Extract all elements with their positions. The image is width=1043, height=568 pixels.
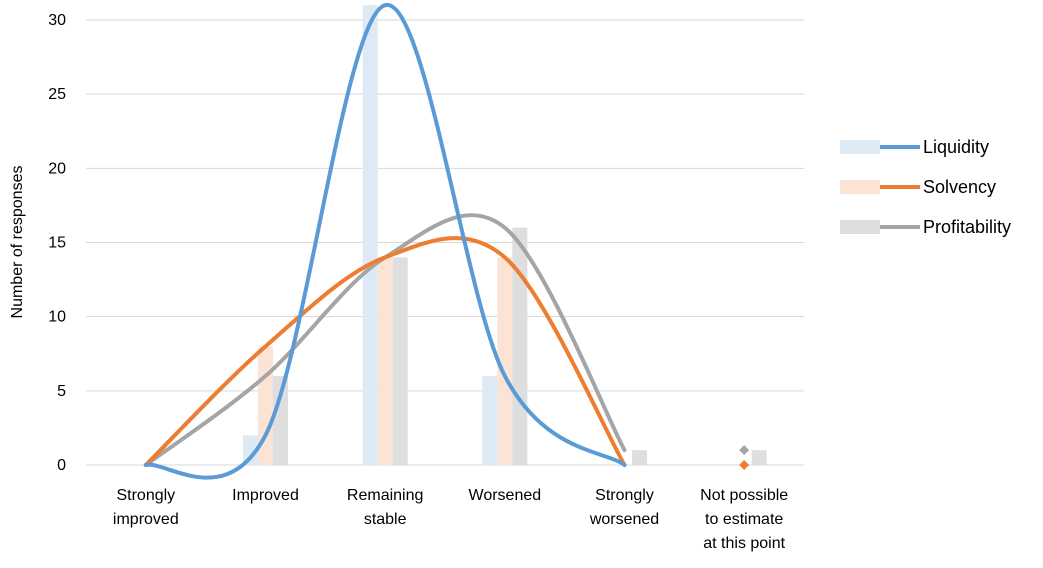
x-tick-label: Strongly	[595, 487, 654, 504]
marker-profitability	[739, 445, 750, 456]
bar-profitability	[273, 376, 288, 465]
x-tick-label: Strongly	[116, 487, 175, 504]
bar-profitability	[751, 450, 767, 465]
y-tick-label: 15	[48, 235, 66, 252]
x-category-labels: Strongly improved Improved Remaining stable W…	[113, 487, 788, 552]
x-tick-label: Remaining	[347, 487, 423, 504]
legend: Liquidity Solvency Profitability	[840, 137, 1011, 237]
bar-liquidity	[243, 435, 258, 465]
bar-profitability	[512, 227, 528, 465]
bar-profitability	[392, 257, 408, 465]
x-tick-label: improved	[113, 511, 179, 528]
y-tick-label: 30	[48, 12, 66, 29]
legend-swatch-bar	[840, 180, 880, 194]
x-tick-label: Worsened	[469, 487, 542, 504]
bar-solvency	[258, 346, 273, 465]
y-tick-label: 0	[57, 457, 66, 474]
bar-solvency	[377, 257, 393, 465]
bar-profitability	[632, 450, 647, 465]
legend-label: Liquidity	[923, 137, 989, 157]
line-liquidity	[143, 3, 627, 480]
bar-solvency	[497, 257, 513, 465]
x-tick-label: Not possible	[700, 487, 788, 504]
x-tick-label: Improved	[232, 487, 299, 504]
bars	[243, 5, 767, 466]
legend-swatch-bar	[840, 140, 880, 154]
legend-label: Solvency	[923, 177, 996, 197]
gridlines	[86, 19, 804, 466]
y-tick-label: 20	[48, 160, 66, 177]
bar-liquidity	[362, 5, 378, 466]
y-tick-label: 5	[57, 383, 66, 400]
bar-liquidity	[482, 376, 498, 465]
point-markers	[739, 445, 750, 470]
y-tick-labels: 0 5 10 15 20 25 30	[48, 12, 66, 474]
legend-swatch-bar	[840, 220, 880, 234]
line-solvency	[143, 236, 627, 467]
y-tick-label: 10	[48, 309, 66, 326]
x-tick-label: at this point	[703, 535, 785, 552]
marker-solvency	[739, 460, 750, 470]
x-tick-label: worsened	[589, 511, 659, 528]
x-tick-label: stable	[364, 511, 407, 528]
x-tick-label: to estimate	[705, 511, 783, 528]
y-axis-label: Number of responses	[9, 166, 26, 319]
legend-label: Profitability	[923, 217, 1011, 237]
y-tick-label: 25	[48, 86, 66, 103]
series-lines	[143, 3, 627, 480]
